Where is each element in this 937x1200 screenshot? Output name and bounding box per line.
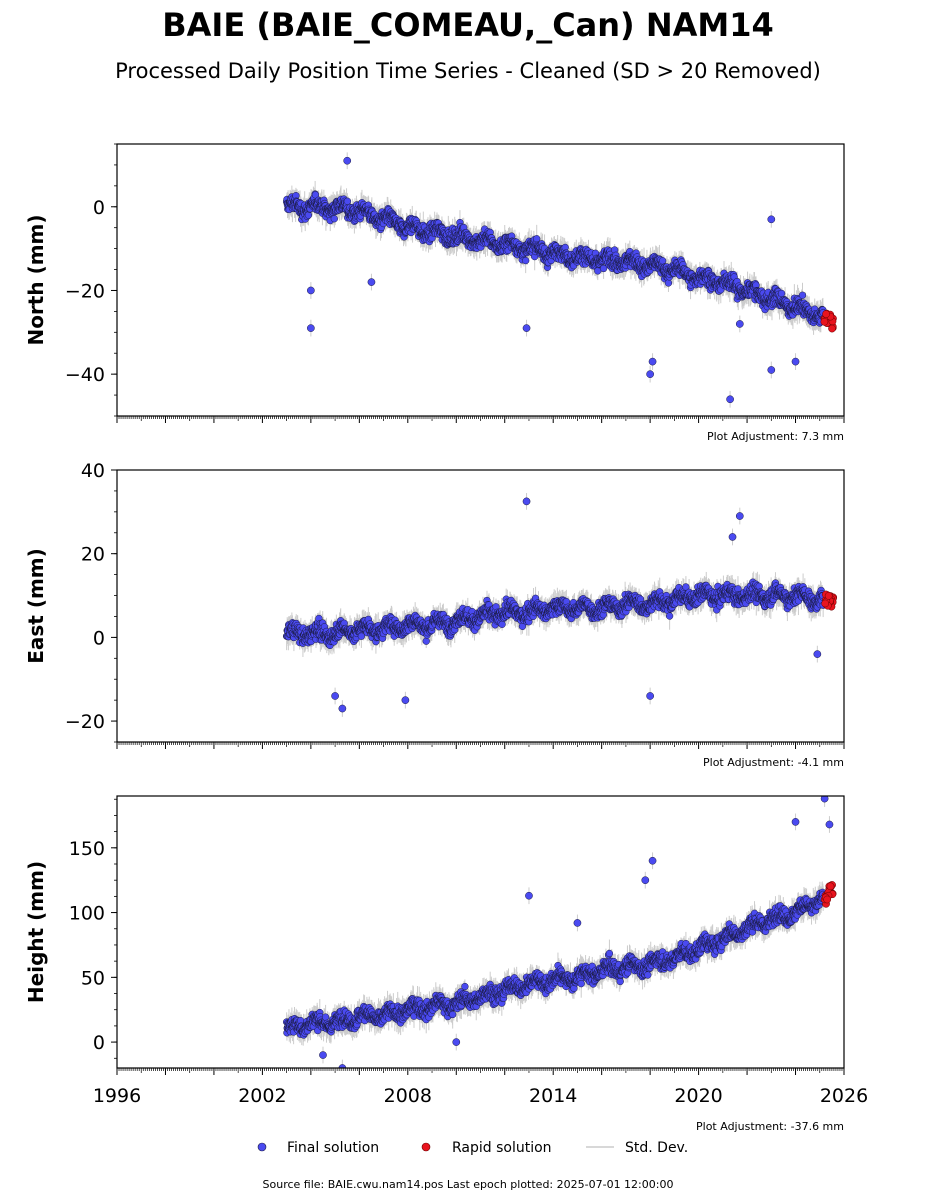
north-panel: 0 −20 −40 North (mm) Plot Adjustment: 7.3 mm xyxy=(24,143,845,443)
stddev-bars xyxy=(286,152,824,408)
final-solution-point xyxy=(307,286,315,295)
rapid-solution-point xyxy=(822,310,830,318)
x-axis-ticks xyxy=(116,416,845,423)
final-solution-point xyxy=(777,289,786,298)
chart-subtitle: Processed Daily Position Time Series - C… xyxy=(115,59,821,83)
y-tick-label: −20 xyxy=(65,280,105,302)
y-tick-label: 0 xyxy=(93,197,105,219)
final-solution-point xyxy=(767,366,776,374)
final-solution-point xyxy=(767,215,776,224)
final-solution-point xyxy=(658,257,667,265)
final-solution-point xyxy=(646,370,654,379)
final-solution-point xyxy=(522,256,530,265)
rapid-solution-point xyxy=(828,324,836,333)
final-solution-point xyxy=(522,324,531,332)
plot-area xyxy=(282,493,838,717)
final-solution-point xyxy=(791,357,800,366)
final-solution-point xyxy=(307,324,315,332)
y-axis-ticks xyxy=(111,143,117,417)
y-tick-label: −40 xyxy=(65,364,105,386)
chart-title: BAIE (BAIE_COMEAU,_Can) NAM14 xyxy=(162,6,773,44)
rapid-solution-points xyxy=(820,309,837,333)
final-solution-point xyxy=(726,395,734,404)
final-solution-point xyxy=(664,279,673,287)
final-solution-point xyxy=(311,191,320,199)
plot-area xyxy=(282,152,837,408)
final-solution-point xyxy=(798,291,807,299)
final-solution-point xyxy=(330,215,338,223)
final-solution-point xyxy=(343,156,352,165)
y-axis-label: North (mm) xyxy=(24,214,48,345)
final-solution-point xyxy=(599,264,608,273)
final-solution-point xyxy=(533,235,541,243)
final-solution-point xyxy=(648,357,657,366)
final-solution-point xyxy=(343,197,352,205)
final-solution-point xyxy=(735,320,744,328)
final-solution-points xyxy=(282,156,827,404)
final-solution-point xyxy=(367,278,376,286)
rapid-solution-point xyxy=(820,317,829,326)
plot-adjustment-note: Plot Adjustment: 7.3 mm xyxy=(707,430,844,443)
